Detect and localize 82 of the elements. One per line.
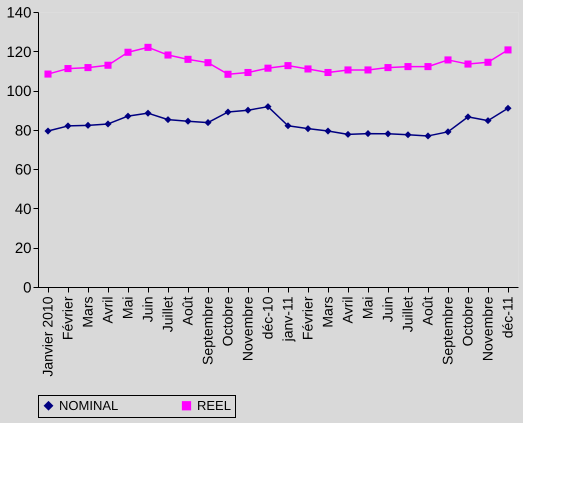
y-tick-label: 0 (23, 280, 32, 296)
point (64, 65, 72, 72)
x-tick-label: Mai (120, 296, 136, 320)
point (344, 66, 352, 74)
point (264, 103, 272, 110)
x-tick-label: Septembre (200, 296, 216, 365)
point (124, 112, 132, 120)
point (304, 65, 312, 72)
point (164, 116, 172, 124)
x-tick-label: déc-11 (500, 296, 516, 338)
point (384, 64, 392, 72)
x-tick-label: Juillet (160, 296, 176, 332)
point (464, 60, 472, 68)
point (484, 117, 492, 124)
point (404, 63, 412, 70)
y-tick-label: 140 (6, 4, 32, 22)
x-tick-label: Juin (140, 296, 156, 322)
point (64, 122, 72, 130)
x-tick-label: Mai (360, 296, 376, 320)
y-tick-label: 120 (6, 44, 32, 61)
point (204, 119, 212, 126)
point (124, 48, 132, 56)
point (164, 51, 172, 59)
x-tick-label: Septembre (440, 296, 456, 365)
point (144, 44, 152, 51)
x-tick-label: Octobre (220, 296, 236, 346)
point (364, 130, 372, 138)
x-tick-label: Août (420, 296, 436, 326)
x-tick-label: déc-10 (260, 296, 276, 340)
point (184, 56, 192, 63)
point (104, 120, 112, 128)
y-tick-label: 100 (6, 83, 32, 100)
point (464, 113, 472, 120)
x-tick-label: Août (180, 296, 196, 326)
point (504, 46, 512, 54)
x-tick-label: Avril (340, 296, 356, 324)
point (284, 122, 292, 130)
x-tick-label: Février (60, 296, 76, 340)
point (444, 56, 452, 64)
x-tick-label: Juillet (400, 296, 416, 332)
y-tick-label: 40 (14, 200, 32, 218)
point (344, 130, 352, 138)
point (404, 131, 412, 138)
legend-label: NOMINAL (59, 398, 118, 413)
point (424, 132, 432, 140)
point (324, 128, 332, 135)
x-tick-label: Novembre (240, 296, 256, 362)
point (244, 68, 252, 76)
x-tick-label: Juin (380, 296, 396, 322)
point (284, 62, 292, 70)
point (224, 108, 232, 116)
point (384, 130, 392, 138)
point (204, 59, 212, 66)
point (504, 104, 512, 112)
point (224, 70, 232, 78)
point (444, 128, 452, 136)
x-tick-label: Mars (80, 296, 96, 328)
point (244, 106, 252, 114)
point (84, 122, 92, 129)
x-tick-label: janv-11 (280, 296, 296, 342)
x-tick-label: Janvier 2010 (40, 296, 56, 377)
point (364, 66, 372, 74)
y-tick-label: 20 (14, 240, 32, 258)
x-tick-label: Mars (320, 296, 336, 328)
point (424, 63, 432, 70)
point (264, 64, 272, 72)
x-tick-label: Février (300, 296, 316, 340)
x-tick-label: Novembre (480, 296, 496, 362)
y-tick-label: 80 (14, 122, 32, 140)
point (184, 118, 192, 125)
y-tick-label: 60 (14, 162, 32, 179)
point (44, 128, 52, 135)
point (104, 62, 112, 69)
point (484, 58, 492, 66)
legend-label: REEL (197, 398, 231, 413)
point (324, 68, 332, 76)
point (144, 110, 152, 117)
x-tick-label: Avril (100, 296, 116, 324)
point (84, 64, 92, 72)
point (44, 70, 52, 78)
point (304, 125, 312, 132)
x-tick-label: Octobre (460, 296, 476, 346)
